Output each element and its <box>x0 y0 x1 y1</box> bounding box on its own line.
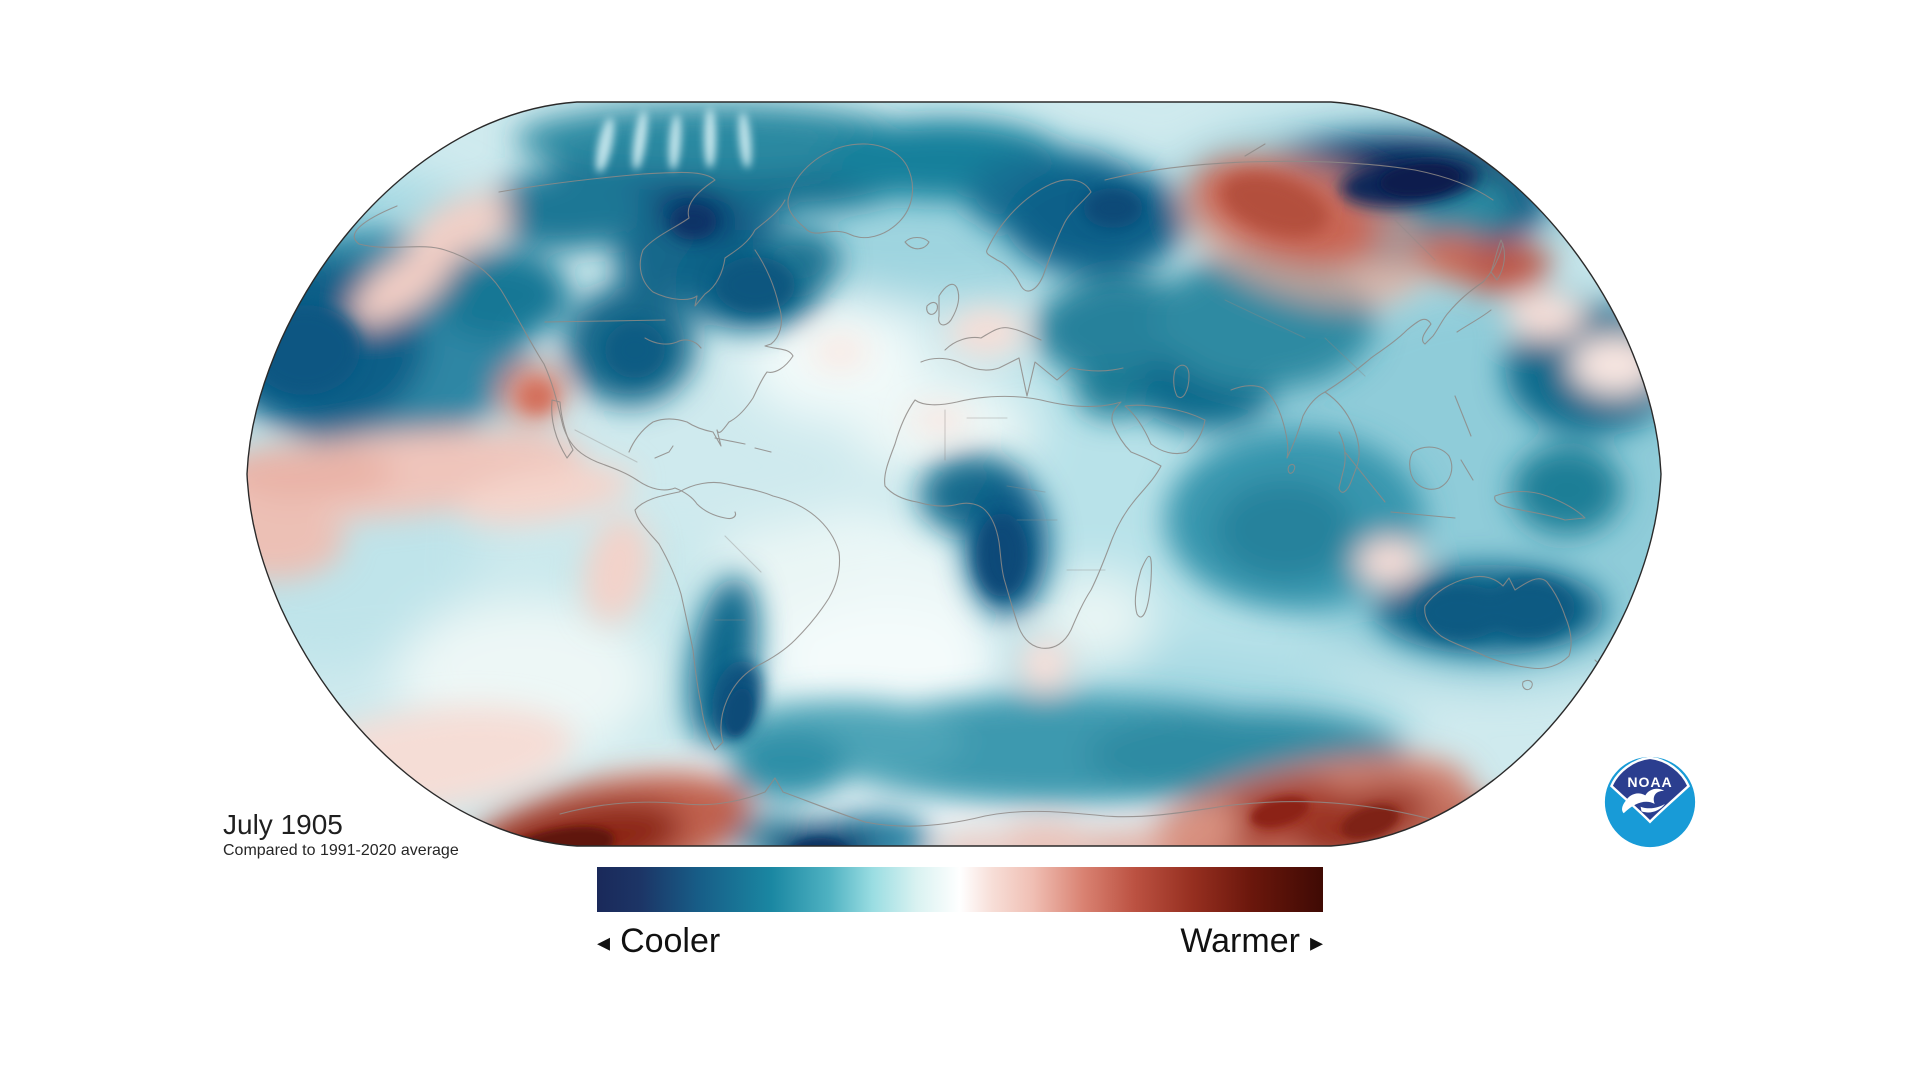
warmer-label: Warmer <box>1180 922 1300 960</box>
date-block: July 1905 Compared to 1991-2020 average <box>223 810 459 860</box>
noaa-logo: NOAA <box>1603 755 1697 849</box>
noaa-gull-icon <box>1622 788 1665 814</box>
noaa-logo-kite <box>1609 756 1691 824</box>
cooler-arrow-icon: ◂ <box>597 926 611 957</box>
noaa-gull-wing <box>1640 803 1666 813</box>
projection-outline <box>246 101 1662 847</box>
coastlines <box>353 143 1614 829</box>
cooler-label-group: ◂ Cooler <box>597 922 720 961</box>
warmer-arrow-icon: ▸ <box>1309 926 1323 957</box>
colorbar <box>597 867 1323 912</box>
colorbar-labels: ◂ Cooler Warmer ▸ <box>597 922 1323 961</box>
cooler-label: Cooler <box>620 922 721 960</box>
map-baseline-label: Compared to 1991-2020 average <box>223 842 459 859</box>
map-date-label: July 1905 <box>223 809 343 840</box>
noaa-logo-text: NOAA <box>1627 774 1672 790</box>
anomaly-map-region <box>245 100 1663 848</box>
anomaly-field <box>247 102 1661 846</box>
anomaly-map <box>246 101 1662 847</box>
warmer-label-group: Warmer ▸ <box>1180 922 1323 961</box>
